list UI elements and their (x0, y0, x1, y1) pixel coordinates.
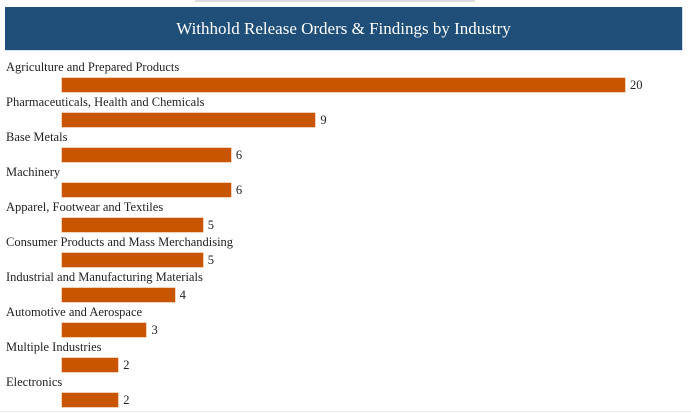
category-label: Electronics (6, 375, 63, 389)
chart-row: Machinery 6 (0, 164, 691, 199)
chart-row: Industrial and Manufacturing Materials 4 (0, 269, 691, 304)
bottom-divider (0, 411, 691, 412)
chart-row: Agriculture and Prepared Products 20 (0, 59, 691, 94)
category-label: Machinery (6, 165, 61, 179)
category-label: Automotive and Aerospace (6, 305, 143, 319)
value-label: 5 (207, 253, 214, 267)
bar (62, 148, 231, 162)
category-label: Industrial and Manufacturing Materials (6, 270, 203, 284)
chart-row: Electronics 2 (0, 374, 691, 409)
category-label: Pharmaceuticals, Health and Chemicals (6, 95, 205, 109)
category-label: Base Metals (6, 130, 68, 144)
value-label: 4 (179, 288, 186, 302)
chart-row: Consumer Products and Mass Merchandising… (0, 234, 691, 269)
bar (62, 393, 119, 407)
bar (62, 78, 625, 92)
bar (62, 288, 175, 302)
value-label: 2 (123, 358, 130, 372)
chart-row: Apparel, Footwear and Textiles 5 (0, 199, 691, 234)
bar (62, 113, 316, 127)
bar (62, 183, 231, 197)
value-label: 3 (151, 323, 158, 337)
value-label: 9 (320, 113, 327, 127)
category-label: Agriculture and Prepared Products (6, 60, 180, 74)
value-label: 6 (235, 183, 243, 197)
chart-row: Base Metals 6 (0, 129, 691, 164)
bar (62, 253, 203, 267)
bar-chart: Agriculture and Prepared Products 20 Pharm… (0, 59, 691, 409)
value-label: 20 (630, 78, 643, 92)
chart-row: Pharmaceuticals, Health and Chemicals 9 (0, 94, 691, 129)
bar (62, 323, 147, 337)
bar (62, 218, 203, 232)
top-strip (195, 0, 475, 2)
category-label: Consumer Products and Mass Merchandising (6, 235, 234, 249)
chart-row: Automotive and Aerospace 3 (0, 304, 691, 339)
value-label: 6 (235, 148, 243, 162)
bar (62, 358, 119, 372)
chart-row: Multiple Industries 2 (0, 339, 691, 374)
category-label: Apparel, Footwear and Textiles (6, 200, 164, 214)
chart-title-banner: Withhold Release Orders & Findings by In… (5, 7, 683, 51)
category-label: Multiple Industries (6, 340, 102, 354)
value-label: 2 (123, 393, 130, 407)
chart-title: Withhold Release Orders & Findings by In… (176, 18, 511, 38)
value-label: 5 (207, 218, 214, 232)
